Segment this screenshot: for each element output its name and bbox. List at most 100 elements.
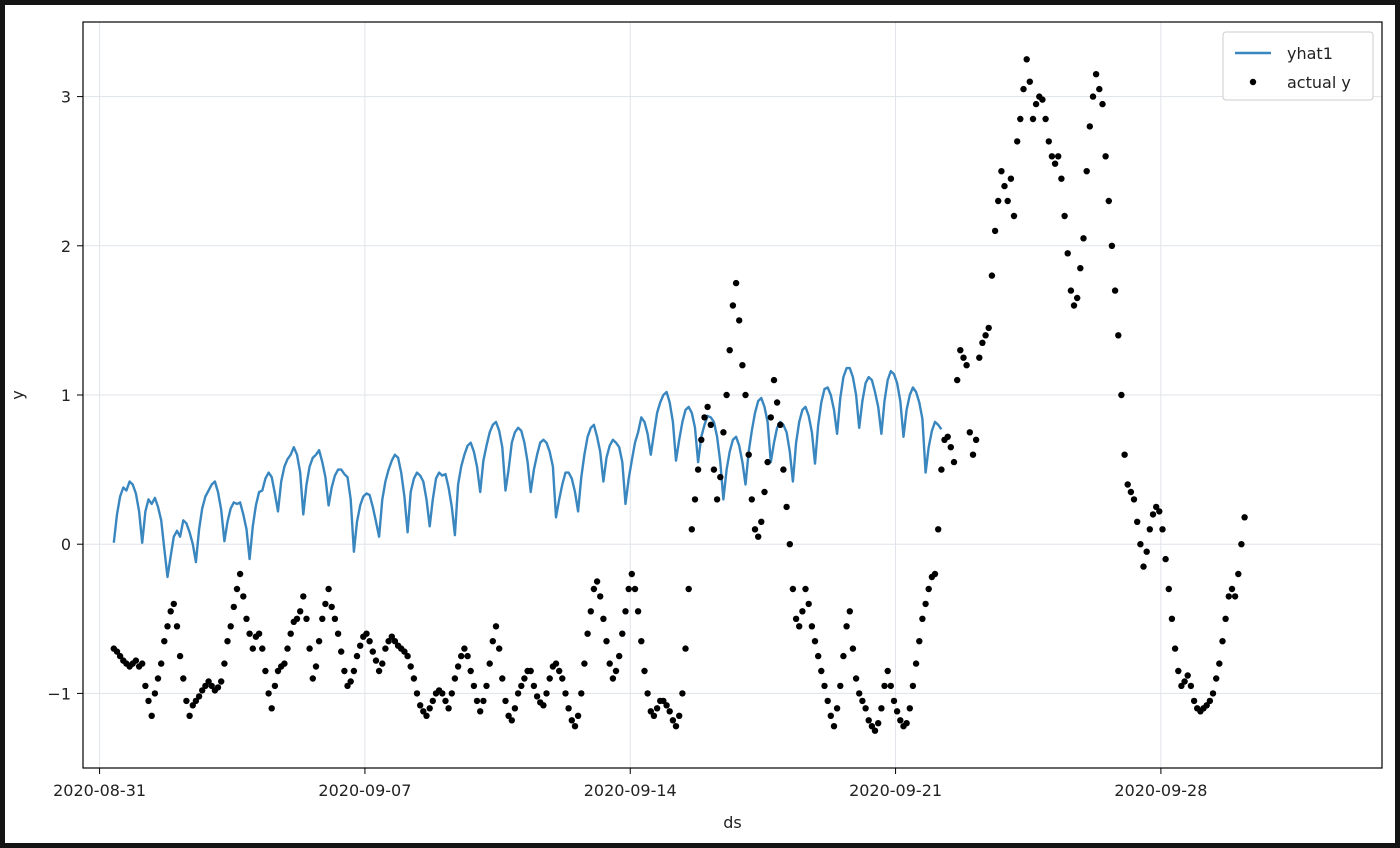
yhat1-series (112, 366, 943, 579)
actual-y-point (363, 630, 370, 637)
actual-y-point (957, 347, 964, 354)
actual-y-point (199, 687, 206, 694)
actual-y-point (1064, 250, 1071, 257)
actual-y-point (998, 168, 1005, 175)
x-tick-label: 2020-09-28 (1114, 781, 1207, 800)
y-axis-label: y (8, 390, 27, 399)
actual-y-point (1020, 85, 1027, 93)
actual-y-point (489, 638, 496, 645)
actual-y-point (458, 652, 465, 660)
x-tick-label: 2020-09-21 (849, 781, 942, 800)
actual-y-point (1102, 153, 1109, 160)
actual-y-point (634, 608, 642, 615)
actual-y-point (145, 697, 152, 705)
actual-y-point (559, 675, 566, 682)
actual-y-point (1118, 391, 1125, 399)
actual-y-point (552, 660, 560, 667)
actual-y-point (508, 717, 515, 724)
actual-y-point (372, 657, 380, 664)
actual-y-point (694, 466, 702, 473)
actual-y-point (571, 723, 579, 730)
actual-y-point (113, 648, 121, 655)
actual-y-point (1225, 593, 1233, 600)
actual-y-point (691, 496, 699, 503)
actual-y-point (486, 660, 493, 667)
actual-y-point (1004, 197, 1011, 205)
actual-y-point (796, 623, 803, 630)
actual-y-point (445, 705, 452, 712)
actual-y-point (306, 645, 313, 652)
legend-label-yhat1: yhat1 (1287, 44, 1333, 63)
actual-y-point (328, 603, 335, 611)
actual-y-point (142, 682, 149, 690)
actual-y-point (884, 667, 891, 675)
actual-y-point (369, 648, 376, 655)
actual-y-point (514, 690, 522, 697)
actual-y-point (492, 623, 500, 630)
actual-y-point (357, 642, 364, 649)
actual-y-point (565, 705, 572, 712)
actual-y-point (909, 682, 917, 690)
actual-y-point (180, 675, 187, 682)
actual-y-point (574, 712, 582, 719)
actual-y-point (1127, 488, 1135, 496)
actual-y-point (865, 717, 872, 724)
actual-y-point (581, 660, 588, 667)
x-axis: 2020-08-31 2020-09-07 2020-09-14 2020-09-21… (53, 768, 1207, 800)
actual-y-point (1130, 496, 1138, 503)
actual-y-point (1187, 682, 1195, 690)
actual-y-point (666, 708, 673, 715)
actual-y-point (154, 675, 162, 682)
actual-y-point (388, 633, 395, 640)
actual-y-point (1032, 100, 1040, 108)
actual-y-point (423, 712, 430, 719)
actual-y-point (780, 466, 787, 473)
actual-y-point (1209, 690, 1217, 697)
actual-y-point (410, 675, 418, 682)
actual-y-point (925, 585, 932, 593)
actual-y-point (739, 362, 746, 369)
actual-y-point (161, 638, 168, 645)
actual-y-point (382, 645, 389, 652)
actual-y-point (461, 645, 468, 652)
actual-y-point (612, 667, 620, 675)
actual-y-point (881, 682, 888, 690)
actual-y-point (218, 678, 225, 685)
actual-y-point (1137, 541, 1144, 548)
actual-y-point (287, 630, 294, 637)
actual-y-point (603, 638, 610, 645)
actual-y-point (1121, 451, 1128, 458)
actual-y-point (540, 702, 547, 709)
actual-y-point (799, 608, 806, 615)
actual-y-point (1222, 615, 1229, 622)
actual-y-point (1175, 667, 1182, 675)
actual-y-point (767, 414, 774, 421)
actual-y-point (628, 570, 635, 578)
actual-y-point (1026, 78, 1033, 85)
actual-y-point (1067, 287, 1075, 294)
actual-y-point (420, 708, 427, 715)
actual-y-point (593, 578, 601, 585)
actual-y-point (259, 645, 266, 652)
actual-y-point (480, 697, 487, 705)
actual-y-point (726, 347, 733, 354)
actual-y-point (578, 690, 585, 697)
actual-y-point (521, 675, 528, 682)
actual-y-point (903, 720, 910, 727)
actual-y-point (297, 608, 304, 615)
actual-y-point (748, 496, 755, 503)
actual-y-point (341, 667, 348, 675)
actual-y-point (1099, 100, 1106, 108)
actual-y-point (417, 702, 424, 709)
actual-y-point (407, 663, 414, 670)
actual-y-point (701, 414, 708, 421)
actual-y-point (713, 496, 721, 503)
actual-y-point (255, 630, 263, 637)
actual-y-point (619, 630, 626, 637)
actual-y-point (890, 697, 898, 705)
grid-lines (83, 22, 1382, 768)
actual-y-point (404, 652, 411, 660)
actual-y-point (770, 376, 778, 384)
actual-y-point (862, 705, 869, 712)
actual-y-point (669, 717, 677, 724)
